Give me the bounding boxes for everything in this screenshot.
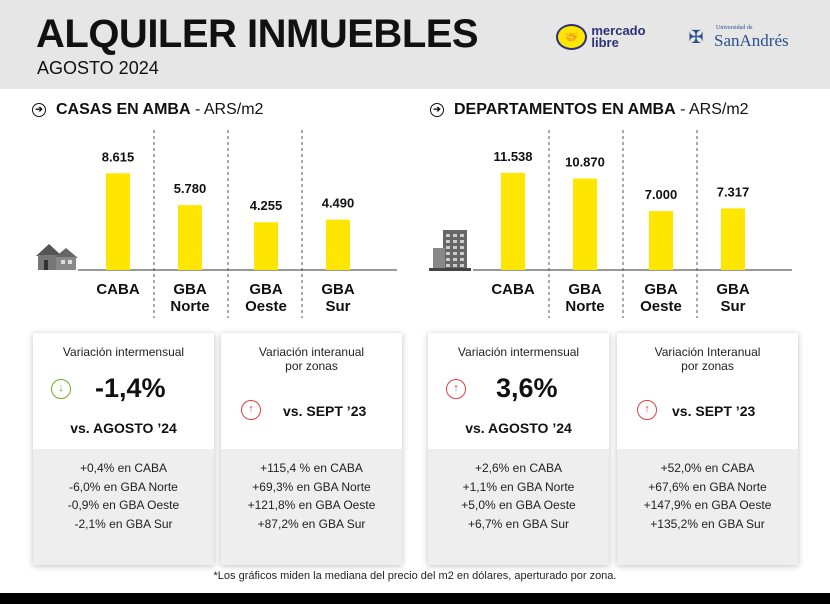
card-line: -6,0% en GBA Norte — [69, 479, 178, 494]
card-line: +115,4 % en CABA — [260, 461, 363, 475]
card-casas-interanual: Variación interanual por zonas ↑ vs. SEP… — [221, 333, 402, 565]
bar-value-label: 11.538 — [493, 149, 532, 164]
section-title-casas: ➔ CASAS EN AMBA - ARS/m2 — [32, 101, 263, 119]
bar-value-label: 5.780 — [174, 181, 207, 196]
sanandres-logo-big: SanAndrés — [714, 31, 789, 50]
bar — [178, 205, 202, 270]
chart-casas: 8.615CABA5.780GBANorte4.255GBAOeste4.490… — [36, 130, 397, 318]
bar — [254, 222, 278, 270]
bar-value-label: 10.870 — [565, 155, 605, 170]
bar-value-label: 7.317 — [717, 184, 750, 199]
section-unit-departamentos: - ARS/m2 — [680, 101, 749, 118]
arrow-right-icon: ➔ — [430, 103, 444, 117]
university-seal-icon: ✠ — [688, 27, 704, 47]
card-line: +87,2% en GBA Sur — [257, 516, 366, 531]
category-label: Oeste — [245, 298, 287, 315]
arrow-up-circle-icon: ↑ — [241, 400, 261, 420]
card-caption: Variación intermensual — [62, 345, 185, 359]
card-vs: vs. SEPT ’23 — [672, 403, 756, 419]
category-label: Oeste — [640, 298, 682, 315]
arrow-right-icon: ➔ — [32, 103, 46, 117]
card-line: +0,4% en CABA — [79, 461, 168, 475]
sanandres-logo: ✠ Universidad de SanAndrés — [678, 22, 803, 52]
bar-value-label: 7.000 — [645, 187, 678, 202]
card-line: +52,0% en CABA — [660, 461, 755, 475]
card-caption-line: Variación interanual — [258, 345, 365, 359]
card-line: +6,7% en GBA Sur — [467, 516, 570, 531]
category-label: Norte — [565, 298, 604, 315]
section-title-departamentos-text: DEPARTAMENTOS EN AMBA — [454, 101, 676, 118]
card-caption-line: por zonas — [681, 359, 734, 373]
category-label: GBA — [249, 281, 283, 298]
card-line: +147,9% en GBA Oeste — [643, 498, 772, 512]
chart-departamentos: 11.538CABA10.870GBANorte7.000GBAOeste7.3… — [429, 130, 792, 318]
section-title-casas-text: CASAS EN AMBA — [56, 101, 191, 118]
footnote: *Los gráficos miden la mediana del preci… — [213, 570, 617, 582]
category-label: GBA — [644, 281, 678, 298]
category-label: Norte — [170, 298, 209, 315]
category-label: GBA — [716, 281, 750, 298]
bar-value-label: 4.255 — [250, 198, 283, 213]
card-casas-intermensual: Variación intermensual ↓ -1,4% vs. AGOST… — [33, 333, 214, 565]
mercadolibre-logo: 🤝 mercado libre — [556, 20, 660, 54]
card-caption-line: por zonas — [285, 359, 338, 373]
card-line: +5,0% en GBA Oeste — [461, 498, 576, 512]
card-line: -2,1% en GBA Sur — [74, 516, 173, 531]
category-label: GBA — [173, 281, 207, 298]
bar — [721, 208, 745, 270]
card-caption: Variación Interanual por zonas — [617, 345, 798, 373]
category-label: Sur — [720, 298, 745, 315]
bar — [326, 219, 350, 270]
card-lines: +115,4 % en CABA +69,3% en GBA Norte +12… — [221, 459, 402, 533]
mercadolibre-logo-text: mercado libre — [591, 23, 646, 50]
card-lines: +2,6% en CABA +1,1% en GBA Norte +5,0% e… — [428, 459, 609, 533]
card-lines: +0,4% en CABA -6,0% en GBA Norte -0,9% e… — [33, 459, 214, 533]
card-caption-line: Variación Interanual — [654, 345, 761, 359]
page-subtitle: AGOSTO 2024 — [37, 58, 159, 78]
handshake-icon: 🤝 — [556, 24, 588, 50]
category-label: Sur — [325, 298, 350, 315]
bar — [573, 178, 597, 270]
card-vs: vs. AGOSTO ’24 — [70, 420, 177, 436]
house-icon — [36, 244, 78, 270]
sanandres-logo-small: Universidad de — [716, 25, 753, 31]
card-value: -1,4% — [95, 373, 166, 403]
card-departamentos-intermensual: Variación intermensual ↑ 3,6% vs. AGOSTO… — [428, 333, 609, 565]
arrow-up-circle-icon: ↑ — [446, 379, 466, 399]
card-vs: vs. AGOSTO ’24 — [465, 420, 572, 436]
bottom-bar — [0, 593, 830, 604]
card-line: +2,6% en CABA — [474, 461, 563, 475]
arrow-down-circle-icon: ↓ — [51, 379, 71, 399]
card-line: +67,6% en GBA Norte — [648, 479, 767, 494]
category-label: CABA — [491, 281, 534, 298]
card-lines: +52,0% en CABA +67,6% en GBA Norte +147,… — [617, 459, 798, 533]
category-label: CABA — [96, 281, 139, 298]
bar — [106, 173, 130, 270]
category-label: GBA — [321, 281, 355, 298]
bar — [501, 172, 525, 270]
header: ALQUILER INMUEBLES AGOSTO 2024 🤝 mercado… — [0, 0, 830, 89]
bar-value-label: 4.490 — [322, 196, 355, 211]
card-line: +69,3% en GBA Norte — [252, 479, 371, 494]
card-vs: vs. SEPT ’23 — [283, 403, 367, 419]
card-line: +135,2% en GBA Sur — [650, 516, 765, 531]
bar — [649, 211, 673, 270]
category-label: GBA — [568, 281, 602, 298]
card-caption: Variación interanual por zonas — [221, 345, 402, 373]
bar-value-label: 8.615 — [102, 149, 135, 164]
building-icon — [429, 230, 471, 271]
page-title: ALQUILER INMUEBLES — [36, 12, 479, 56]
card-value: 3,6% — [496, 373, 558, 403]
section-title-departamentos: ➔ DEPARTAMENTOS EN AMBA - ARS/m2 — [430, 101, 749, 119]
card-departamentos-interanual: Variación Interanual por zonas ↑ vs. SEP… — [617, 333, 798, 565]
card-line: +1,1% en GBA Norte — [462, 479, 575, 494]
section-unit-casas: - ARS/m2 — [194, 101, 264, 118]
card-line: +121,8% en GBA Oeste — [247, 498, 376, 512]
card-caption: Variación intermensual — [457, 345, 580, 359]
arrow-up-circle-icon: ↑ — [637, 400, 657, 420]
card-line: -0,9% en GBA Oeste — [67, 498, 180, 512]
